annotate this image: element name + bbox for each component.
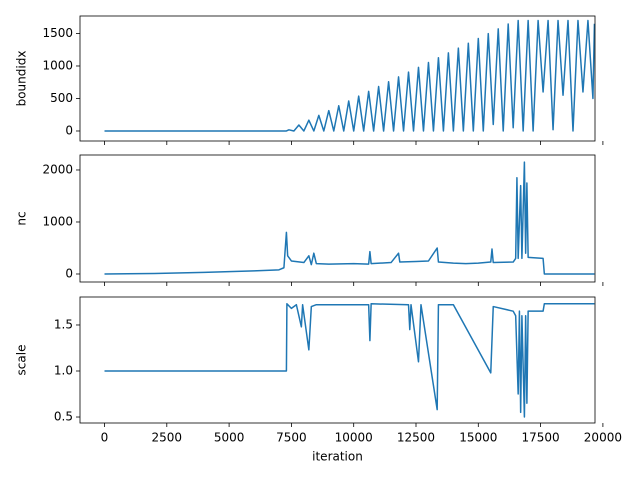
y-tick-label: 1000 — [42, 214, 73, 228]
y-tick-label: 1500 — [42, 26, 73, 40]
y-axis-label: scale — [15, 345, 29, 376]
y-tick-label: 0.5 — [54, 410, 73, 424]
axes-frame — [79, 15, 596, 142]
y-tick-label: 0 — [65, 266, 73, 280]
x-tick-label: 5000 — [214, 431, 245, 445]
x-tick-label: 7500 — [276, 431, 307, 445]
y-tick-label: 1.5 — [54, 317, 73, 331]
y-tick-label: 1000 — [42, 58, 73, 72]
x-tick-label: 0 — [101, 431, 109, 445]
x-tick-label: 12500 — [397, 431, 435, 445]
data-line — [104, 161, 595, 275]
y-tick-label: 1.0 — [54, 363, 73, 377]
axes-frame — [79, 154, 596, 283]
y-axis-label: boundidx — [15, 51, 29, 107]
data-line — [104, 303, 595, 418]
x-tick-label: 10000 — [335, 431, 373, 445]
x-tick-label: 15000 — [459, 431, 497, 445]
y-tick-label: 2000 — [42, 162, 73, 176]
y-tick-label: 0 — [65, 123, 73, 137]
x-tick-label: 20000 — [584, 431, 622, 445]
y-tick-label: 500 — [50, 91, 73, 105]
x-tick-label: 17500 — [522, 431, 560, 445]
axes-frame — [79, 296, 596, 424]
x-axis-label: iteration — [312, 450, 363, 464]
x-tick-label: 2500 — [152, 431, 183, 445]
y-axis-label: nc — [15, 211, 29, 225]
data-line — [104, 19, 596, 132]
